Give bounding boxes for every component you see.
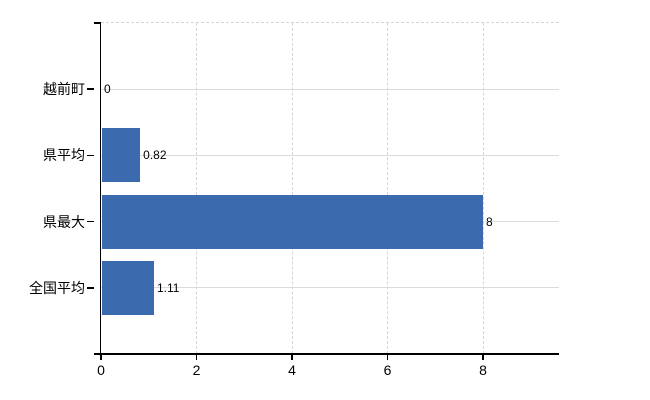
category-tick: [87, 220, 94, 223]
category-tick: [87, 88, 94, 90]
x-tick-label: 0: [97, 362, 105, 378]
value-label: 0.82: [143, 148, 167, 163]
category-label: 県最大: [43, 213, 85, 230]
y-axis-end-tick: [93, 22, 100, 24]
bar: [102, 128, 141, 183]
row-gridline: [101, 154, 559, 156]
chart-frame-top: [101, 22, 559, 23]
y-axis-line: [99, 22, 101, 354]
x-tick-label: 6: [383, 362, 392, 378]
category-tick: [87, 287, 94, 289]
x-tick: [100, 354, 102, 360]
x-tick: [482, 354, 484, 360]
value-label: 1.11: [157, 280, 180, 295]
x-gridline: [196, 23, 197, 354]
value-label: 8: [486, 214, 493, 229]
x-gridline: [291, 23, 293, 354]
row-gridline: [101, 287, 559, 289]
x-tick: [291, 354, 293, 360]
x-tick-label: 2: [192, 362, 201, 378]
row-gridline: [101, 88, 559, 90]
category-label: 越前町: [43, 81, 85, 98]
x-gridline: [387, 23, 388, 354]
bar: [102, 260, 154, 315]
x-gridline: [482, 23, 484, 354]
value-label: 0: [104, 82, 111, 97]
category-tick: [87, 154, 94, 157]
x-tick: [386, 354, 389, 360]
x-tick-label: 8: [479, 362, 487, 378]
bar: [102, 194, 483, 249]
category-label: 全国平均: [29, 279, 85, 296]
category-label: 県平均: [43, 147, 85, 164]
x-tick: [195, 354, 198, 360]
x-axis-line: [93, 353, 559, 355]
x-tick-label: 4: [288, 362, 296, 378]
